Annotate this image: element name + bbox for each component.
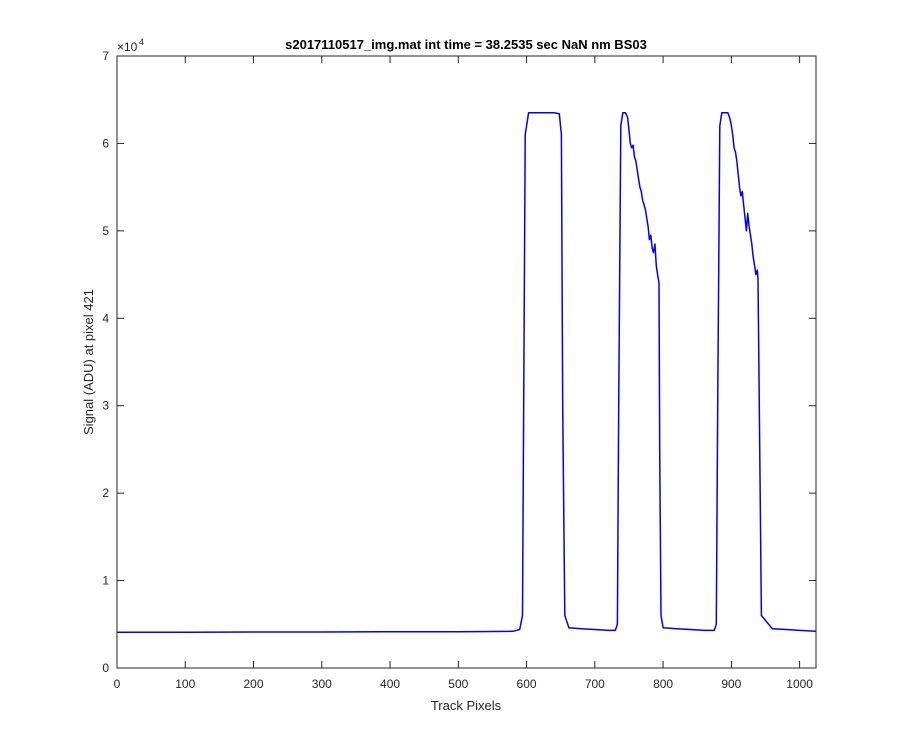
y-exponent-power: 4 [139, 37, 144, 47]
plot-area-background [117, 56, 816, 668]
x-axis-label: Track Pixels [431, 698, 502, 713]
x-tick-label: 300 [312, 677, 332, 691]
x-tick-label: 500 [448, 677, 468, 691]
y-tick-label: 1 [102, 574, 109, 588]
x-tick-label: 1000 [786, 677, 813, 691]
x-tick-label: 400 [380, 677, 400, 691]
chart-title: s2017110517_img.mat int time = 38.2535 s… [285, 37, 647, 52]
y-tick-label: 2 [102, 486, 109, 500]
y-tick-labels: 0 1 2 3 4 5 6 7 [102, 49, 109, 675]
axes-box [116, 55, 817, 669]
x-tick-label: 100 [175, 677, 195, 691]
y-tick-label: 7 [102, 49, 109, 63]
y-axis-label: Signal (ADU) at pixel 421 [81, 289, 96, 435]
x-tick-label: 200 [244, 677, 264, 691]
y-exponent-base: ×10 [117, 40, 138, 54]
x-tick-label: 600 [517, 677, 537, 691]
y-tick-label: 4 [102, 311, 109, 325]
y-tick-label: 0 [102, 661, 109, 675]
y-tick-label: 6 [102, 136, 109, 150]
x-tick-labels: 0 100 200 300 400 500 600 700 800 900 1000 [114, 677, 814, 691]
y-tick-label: 3 [102, 399, 109, 413]
x-tick-label: 700 [585, 677, 605, 691]
x-tick-label: 900 [721, 677, 741, 691]
x-tick-label: 0 [114, 677, 121, 691]
signal-series-line [117, 112, 817, 633]
y-tick-label: 5 [102, 224, 109, 238]
x-tick-label: 800 [653, 677, 673, 691]
